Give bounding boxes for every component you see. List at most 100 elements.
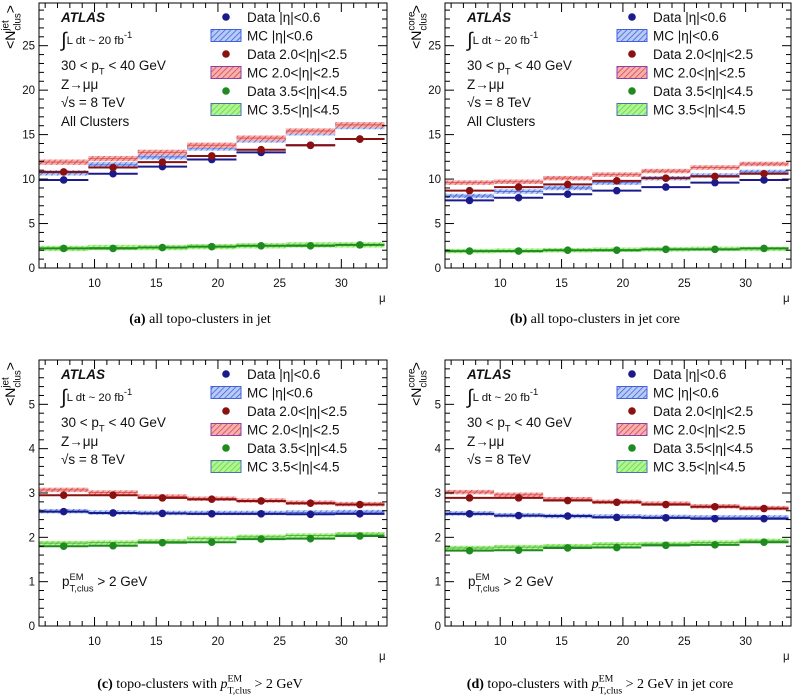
text-segment: 30 < p [467, 415, 505, 430]
panel-a: 10 15 20 25 30 0 5 10 15 20 25 μ <Njetclus> ATLAS ∫L d… [1, 2, 388, 327]
data-point [207, 495, 216, 504]
legend-swatch [210, 460, 242, 473]
text-segment: (c) [97, 677, 113, 692]
text-segment: < 40 GeV [511, 415, 572, 430]
legend-label: Data 3.5<|η|<4.5 [247, 84, 347, 99]
legend-label: Data 3.5<|η|<4.5 [653, 441, 753, 456]
text-segment: √s = 8 TeV [467, 95, 531, 110]
legend-swatch [210, 66, 242, 79]
x-tick-label: 20 [212, 278, 225, 290]
atlas-label: ATLAS [60, 10, 105, 25]
data-point [711, 541, 719, 549]
legend-marker [222, 370, 230, 378]
text-segment: p [468, 574, 476, 589]
panel-c: 10 15 20 25 30 0 1 2 3 4 5 μ <Njetclus> ATLAS ∫L dt ~ … [1, 359, 388, 697]
text-segment: core [407, 368, 418, 388]
legend-marker [628, 370, 636, 378]
annotation-text: ∫L dt ~ 20 fb-1 [60, 30, 132, 52]
plot-frame [38, 2, 388, 269]
data-point [59, 244, 68, 253]
text-segment: ∫ [60, 387, 68, 409]
annotation-text: All Clusters [61, 114, 130, 129]
y-tick-label: 10 [22, 174, 35, 186]
data-point [356, 500, 364, 509]
legend-entry: MC 2.0<|η|<2.5 [210, 66, 340, 81]
x-tick-label: 25 [273, 278, 286, 290]
x-tick-label: 10 [494, 636, 507, 648]
x-tick-label: 25 [678, 278, 691, 290]
data-point [257, 497, 265, 505]
annotation-text: Z→μμ [61, 77, 98, 92]
text-segment: EM [599, 674, 614, 685]
data-point [514, 247, 523, 255]
legend-marker [222, 13, 230, 21]
y-tick-label: 2 [29, 532, 35, 544]
legend-label: Data 3.5<|η|<4.5 [653, 84, 753, 99]
x-axis-label: μ [379, 651, 386, 663]
data-point [59, 507, 68, 516]
data-point [563, 190, 572, 198]
text-segment: √s = 8 TeV [61, 95, 125, 110]
text-segment: <N [2, 388, 18, 406]
legend-entry: Data 2.0<|η|<2.5 [222, 404, 347, 419]
legend-label: Data 2.0<|η|<2.5 [653, 404, 753, 419]
legend-label: MC 3.5<|η|<4.5 [653, 103, 746, 118]
data-point [711, 178, 719, 187]
legend-entry: Data |η|<0.6 [222, 10, 320, 25]
data-point [465, 196, 474, 205]
cut-label: pEM T,clus > 2 GeV [468, 572, 553, 594]
text-segment: p [62, 574, 70, 589]
legend-marker [628, 444, 636, 452]
text-segment: > [2, 5, 18, 13]
x-tick-label: 15 [555, 278, 568, 290]
annotation-text: √s = 8 TeV [467, 95, 531, 110]
text-segment: Z→μμ [467, 434, 504, 449]
data-point [109, 491, 117, 500]
text-segment: 30 < p [61, 58, 99, 73]
data-point [563, 180, 572, 189]
legend-entry: Data 2.0<|η|<2.5 [628, 47, 753, 62]
panel-caption: (b) all topo-clusters in jet core [510, 312, 680, 327]
text-segment: ATLAS [60, 367, 105, 382]
data-point [711, 502, 719, 511]
text-segment: (b) [510, 312, 527, 327]
y-tick-label: 0 [29, 621, 35, 633]
legend-label: MC 3.5<|η|<4.5 [247, 460, 340, 475]
text-segment: T [505, 67, 511, 78]
text-segment: T,clus [70, 583, 94, 594]
legend-entry: Data 3.5<|η|<4.5 [222, 441, 347, 456]
panel-caption: (d) topo-clusters with pEM T,clus > 2 GeV… [467, 674, 733, 697]
text-segment: T,clus [227, 686, 251, 697]
y-tick-label: 5 [29, 399, 35, 411]
legend-label: Data 2.0<|η|<2.5 [247, 404, 347, 419]
legend-label: MC |η|<0.6 [653, 386, 719, 401]
data-point [356, 241, 364, 249]
data-point [158, 494, 167, 502]
text-segment: ∫ [466, 387, 474, 409]
text-segment: L dt ~ 20 fb [473, 392, 530, 404]
data-point [59, 542, 68, 550]
atlas-label: ATLAS [466, 367, 511, 382]
legend-swatch [210, 386, 242, 399]
annotation-text: 30 < pT < 40 GeV [467, 58, 572, 78]
panel-d: 10 15 20 25 30 0 1 2 3 4 5 μ <Ncoreclus> ATLAS ∫L dt ~… [407, 359, 792, 697]
x-tick-label: 30 [335, 636, 348, 648]
y-axis-label: <Njetclus> [1, 362, 24, 406]
data-point [59, 168, 68, 176]
text-segment: EM [476, 572, 490, 583]
legend-marker [222, 444, 230, 452]
data-point [760, 176, 768, 184]
y-tick-label: 5 [435, 399, 441, 411]
x-tick-label: 30 [335, 278, 348, 290]
legend-label: Data 3.5<|η|<4.5 [247, 441, 347, 456]
text-segment: T [99, 67, 105, 78]
text-segment: clus [13, 13, 24, 31]
legend-entry: MC 2.0<|η|<2.5 [616, 423, 746, 438]
text-segment: ATLAS [466, 367, 511, 382]
text-segment: <N [408, 388, 424, 406]
y-tick-label: 25 [428, 41, 441, 53]
data-point [760, 169, 768, 178]
legend-entry: MC 3.5<|η|<4.5 [210, 460, 340, 475]
legend-entry: Data 3.5<|η|<4.5 [222, 84, 347, 99]
text-segment: > [408, 5, 424, 13]
